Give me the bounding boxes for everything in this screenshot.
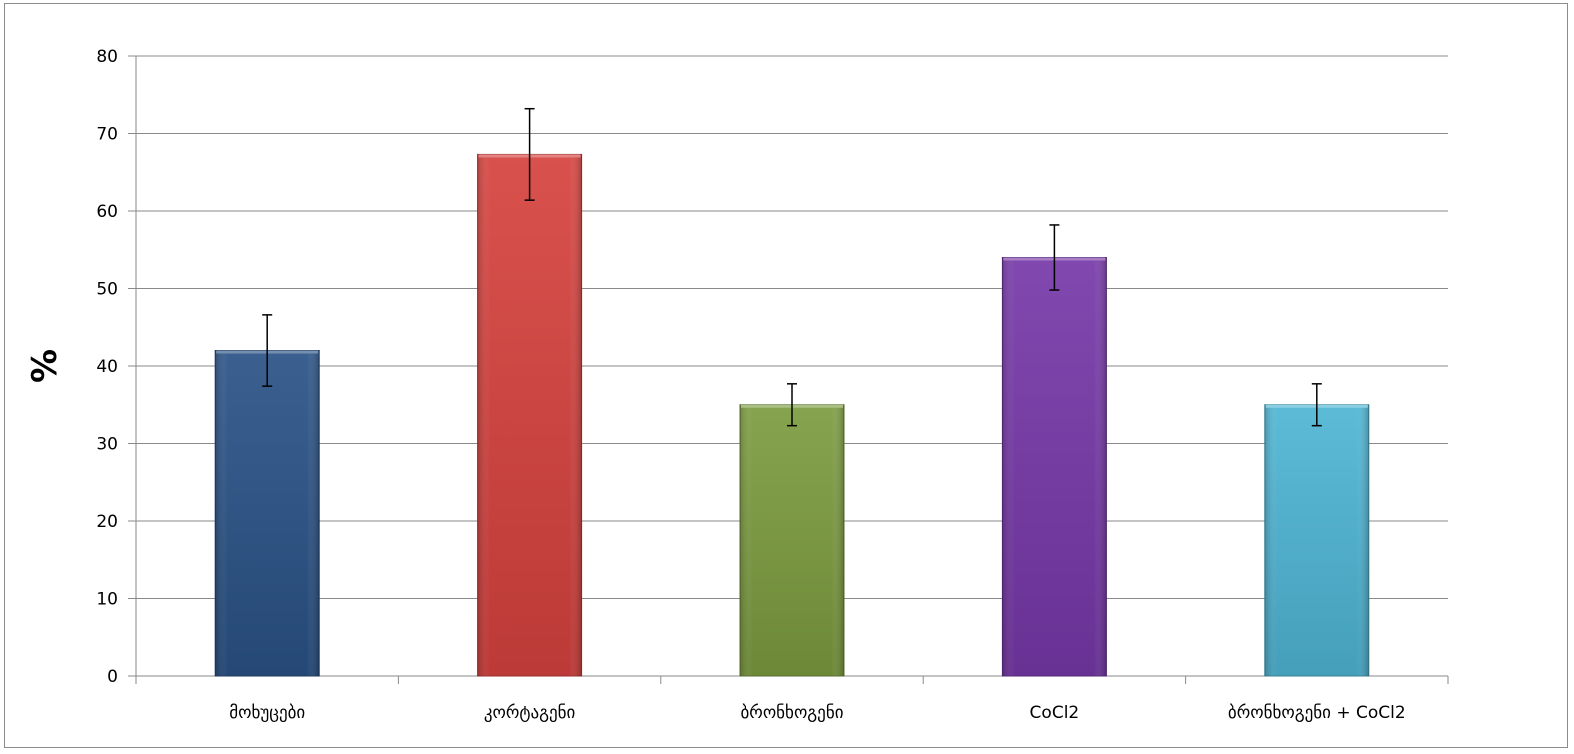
- bar-1: [214, 350, 320, 677]
- bars: [214, 153, 1370, 677]
- category-label: კორტაგენი: [484, 703, 576, 723]
- y-tick-label: 20: [96, 512, 118, 532]
- category-label: მოხუცები: [229, 703, 305, 723]
- bar-shading: [215, 350, 320, 676]
- error-bars: [262, 107, 1322, 427]
- bar-shading: [477, 154, 582, 677]
- y-tick-label: 70: [96, 125, 118, 145]
- y-tick-label: 80: [96, 47, 118, 67]
- category-label: ბრონხოგენი: [740, 703, 843, 723]
- y-axis-label: %: [25, 349, 65, 383]
- labels: 0 10 20 30 40 50 60 70 80 მოხუცები კორტაგენი ბრონხო…: [25, 47, 1406, 723]
- bar-2: [477, 153, 583, 677]
- error-bar-3: [787, 383, 797, 427]
- y-tick-label: 0: [107, 667, 118, 687]
- y-tick-label: 50: [96, 280, 118, 300]
- error-bar-1: [262, 314, 273, 387]
- bar-shading: [1002, 257, 1107, 676]
- bar-3: [739, 404, 845, 677]
- y-tick-label: 60: [96, 202, 118, 222]
- category-label: CoCl2: [1030, 703, 1080, 723]
- bar-shading: [740, 404, 844, 676]
- category-label: ბრონხოგენი + CoCl2: [1228, 703, 1406, 723]
- bar-4: [1001, 257, 1107, 677]
- y-tick-label: 30: [96, 435, 118, 455]
- bar-shading: [1264, 404, 1369, 676]
- error-bar-2: [524, 107, 535, 201]
- error-bar-5: [1311, 383, 1322, 427]
- gridlines: [136, 55, 1448, 599]
- error-bar-4: [1049, 224, 1060, 291]
- y-tick-label: 10: [96, 590, 118, 610]
- y-tick-label: 40: [96, 357, 118, 377]
- bar-5: [1264, 404, 1370, 677]
